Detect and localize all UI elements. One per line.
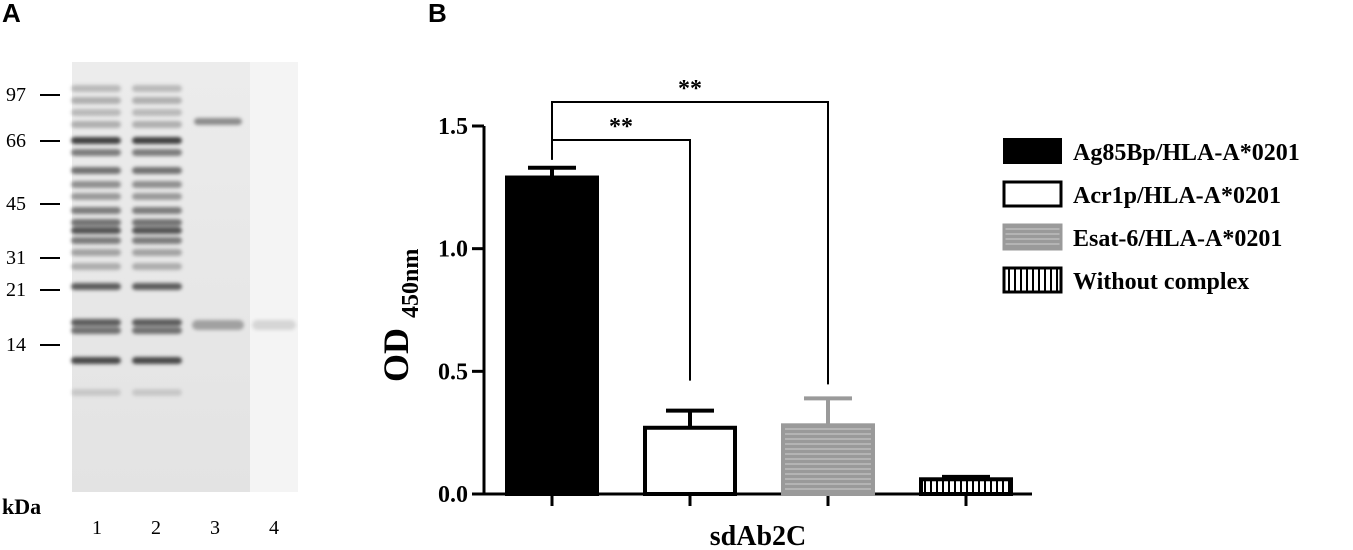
panel-b-letter: B — [428, 0, 447, 28]
gel-band — [71, 109, 121, 116]
y-axis-title-main: OD — [376, 328, 416, 382]
x-axis-label: sdAb2C — [710, 521, 806, 550]
molecular-weight-markers: 97 66 45 31 21 14 — [6, 84, 60, 356]
legend-item-without-complex: Without complex — [1002, 266, 1249, 295]
gel-band — [71, 237, 121, 244]
gel-band — [132, 137, 182, 144]
marker-label-45: 45 — [6, 193, 26, 215]
gel-band — [71, 263, 121, 270]
marker-66: 66 — [6, 130, 60, 152]
gel-band — [132, 85, 182, 92]
panel-b: B OD 450nm 0.0 0.5 1.0 1.5 ** ** sdAb2C Ag85B… — [376, 0, 1300, 550]
lane-label-4: 4 — [269, 517, 279, 539]
gel-band — [132, 181, 182, 188]
gel-band — [71, 219, 121, 226]
kda-unit-label: kDa — [2, 494, 41, 519]
gel-lane4-region — [250, 62, 298, 492]
gel-band — [71, 97, 121, 104]
panel-a: A 97 66 45 31 21 — [2, 0, 298, 539]
lane-label-1: 1 — [92, 517, 102, 539]
gel-band — [132, 109, 182, 116]
legend-swatch-without-complex — [1002, 266, 1063, 294]
gel-image — [71, 62, 298, 492]
y-axis-title-subscript: 450nm — [398, 249, 424, 318]
significance-label: ** — [678, 76, 702, 102]
marker-label-97: 97 — [6, 84, 26, 106]
legend-label-esat6: Esat-6/HLA-A*0201 — [1073, 226, 1282, 252]
gel-band — [132, 121, 182, 128]
gel-band — [71, 319, 121, 326]
legend-item-ag85bp: Ag85Bp/HLA-A*0201 — [1003, 138, 1300, 166]
gel-band — [132, 167, 182, 174]
gel-band — [71, 121, 121, 128]
gel-band — [132, 149, 182, 156]
gel-band — [132, 263, 182, 270]
gel-band — [194, 118, 242, 125]
bar-without-complex — [919, 477, 1013, 496]
gel-band — [252, 320, 296, 330]
gel-band — [132, 193, 182, 200]
gel-band — [132, 207, 182, 214]
gel-band — [71, 227, 121, 234]
gel-band — [132, 319, 182, 326]
bar-esat6 — [781, 423, 875, 497]
gel-band — [71, 249, 121, 256]
gel-band — [71, 181, 121, 188]
marker-label-31: 31 — [6, 247, 26, 269]
gel-band — [192, 320, 244, 330]
bar-ag85bp — [505, 175, 599, 497]
gel-band — [132, 237, 182, 244]
gel-band — [71, 85, 121, 92]
significance-bracket — [551, 101, 829, 385]
gel-band — [132, 249, 182, 256]
gel-bands — [71, 85, 296, 396]
marker-21: 21 — [6, 279, 60, 301]
marker-label-21: 21 — [6, 279, 26, 301]
legend-swatch-ag85bp — [1003, 138, 1062, 164]
gel-band — [71, 327, 121, 334]
gel-band — [132, 219, 182, 226]
gel-band — [132, 283, 182, 290]
legend-swatch-esat6 — [1002, 223, 1063, 251]
lane-label-2: 2 — [151, 517, 161, 539]
gel-band — [71, 167, 121, 174]
gel-band — [71, 137, 121, 144]
marker-label-66: 66 — [6, 130, 26, 152]
gel-band — [132, 227, 182, 234]
y-axis-title: OD 450nm — [376, 249, 424, 382]
marker-31: 31 — [6, 247, 60, 269]
gel-band — [71, 389, 121, 396]
bar-acr1p — [643, 425, 737, 497]
y-tick-label: 1.5 — [438, 114, 468, 140]
legend-label-without-complex: Without complex — [1073, 269, 1249, 295]
gel-band — [132, 327, 182, 334]
gel-band — [71, 283, 121, 290]
significance-label: ** — [609, 114, 633, 140]
lane-labels: 1 2 3 4 — [92, 517, 279, 539]
marker-45: 45 — [6, 193, 60, 215]
gel-band — [132, 357, 182, 364]
gel-band — [132, 389, 182, 396]
legend-label-ag85bp: Ag85Bp/HLA-A*0201 — [1073, 140, 1300, 166]
y-tick-label: 1.0 — [438, 237, 468, 263]
gel-band — [132, 97, 182, 104]
gel-band — [71, 149, 121, 156]
lane-label-3: 3 — [210, 517, 220, 539]
marker-14: 14 — [6, 334, 60, 356]
legend-item-esat6: Esat-6/HLA-A*0201 — [1002, 223, 1282, 252]
gel-band — [71, 207, 121, 214]
legend-label-acr1p: Acr1p/HLA-A*0201 — [1073, 183, 1281, 209]
panel-a-letter: A — [2, 0, 21, 28]
gel-band — [71, 193, 121, 200]
marker-97: 97 — [6, 84, 60, 106]
legend-item-acr1p: Acr1p/HLA-A*0201 — [1002, 180, 1281, 209]
legend-swatch-acr1p — [1002, 180, 1063, 208]
marker-label-14: 14 — [6, 334, 26, 356]
y-tick-label: 0.5 — [438, 359, 468, 385]
y-tick-label: 0.0 — [438, 482, 468, 508]
gel-band — [71, 357, 121, 364]
legend: Ag85Bp/HLA-A*0201 Acr1p/HLA-A*0201 Esat-… — [1002, 138, 1300, 295]
bar-chart: 0.0 0.5 1.0 1.5 ** ** — [438, 76, 1032, 508]
